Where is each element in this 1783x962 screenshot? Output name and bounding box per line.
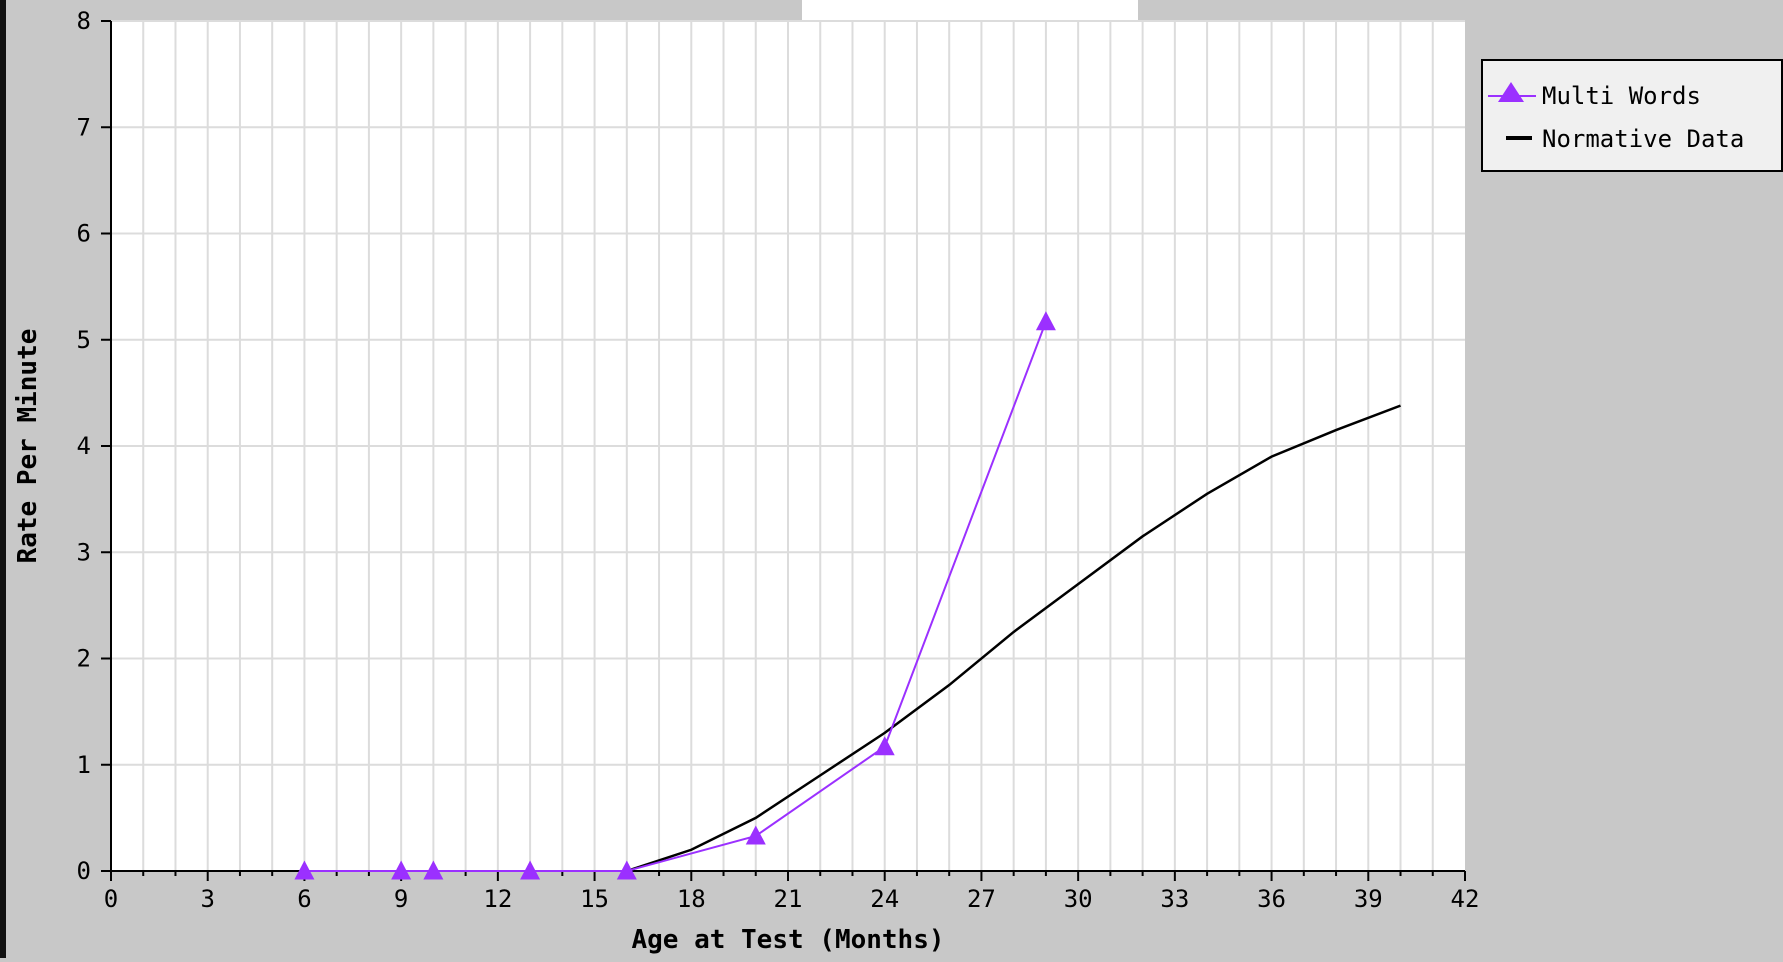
legend-label-normative-data: Normative Data — [1542, 125, 1744, 153]
x-tick-label: 42 — [1451, 885, 1480, 913]
y-tick-label: 7 — [77, 113, 91, 141]
data-point-multi-words — [423, 860, 444, 880]
left-border — [0, 0, 6, 958]
grid — [111, 20, 1465, 871]
y-tick-label: 2 — [77, 645, 91, 673]
y-tick-label: 6 — [77, 220, 91, 248]
x-tick-label: 0 — [104, 885, 118, 913]
x-tick-label: 27 — [967, 885, 996, 913]
series-line-normative-data — [626, 404, 1401, 873]
y-tick-label: 0 — [77, 857, 91, 885]
y-tick-label: 5 — [77, 326, 91, 354]
x-tick-label: 30 — [1064, 885, 1093, 913]
x-tick-label: 6 — [297, 885, 311, 913]
data-point-multi-words — [616, 860, 637, 880]
series — [294, 311, 1401, 880]
x-tick-label: 9 — [394, 885, 408, 913]
data-point-multi-words — [1035, 311, 1056, 331]
y-axis-title: Rate Per Minute — [13, 329, 43, 564]
y-tick-label: 3 — [77, 538, 91, 566]
y-tick-label: 8 — [77, 7, 91, 35]
x-tick-label: 36 — [1257, 885, 1286, 913]
data-point-multi-words — [294, 860, 315, 880]
x-tick-label: 24 — [870, 885, 899, 913]
data-point-multi-words — [520, 860, 541, 880]
x-tick-label: 39 — [1354, 885, 1383, 913]
data-point-multi-words — [391, 860, 412, 880]
legend: Multi Words Normative Data — [1481, 59, 1783, 172]
x-tick-label: 12 — [483, 885, 512, 913]
legend-box — [1481, 59, 1783, 172]
data-point-multi-words — [745, 825, 766, 845]
x-tick-label: 3 — [200, 885, 214, 913]
x-tick-label: 33 — [1160, 885, 1189, 913]
y-tick-label: 1 — [77, 751, 91, 779]
data-point-multi-words — [874, 736, 895, 756]
x-tick-label: 18 — [677, 885, 706, 913]
x-tick-label: 21 — [774, 885, 803, 913]
y-tick-label: 4 — [77, 432, 91, 460]
legend-label-multi-words: Multi Words — [1542, 82, 1701, 110]
x-tick-label: 15 — [580, 885, 609, 913]
x-axis-title: Age at Test (Months) — [631, 925, 944, 955]
